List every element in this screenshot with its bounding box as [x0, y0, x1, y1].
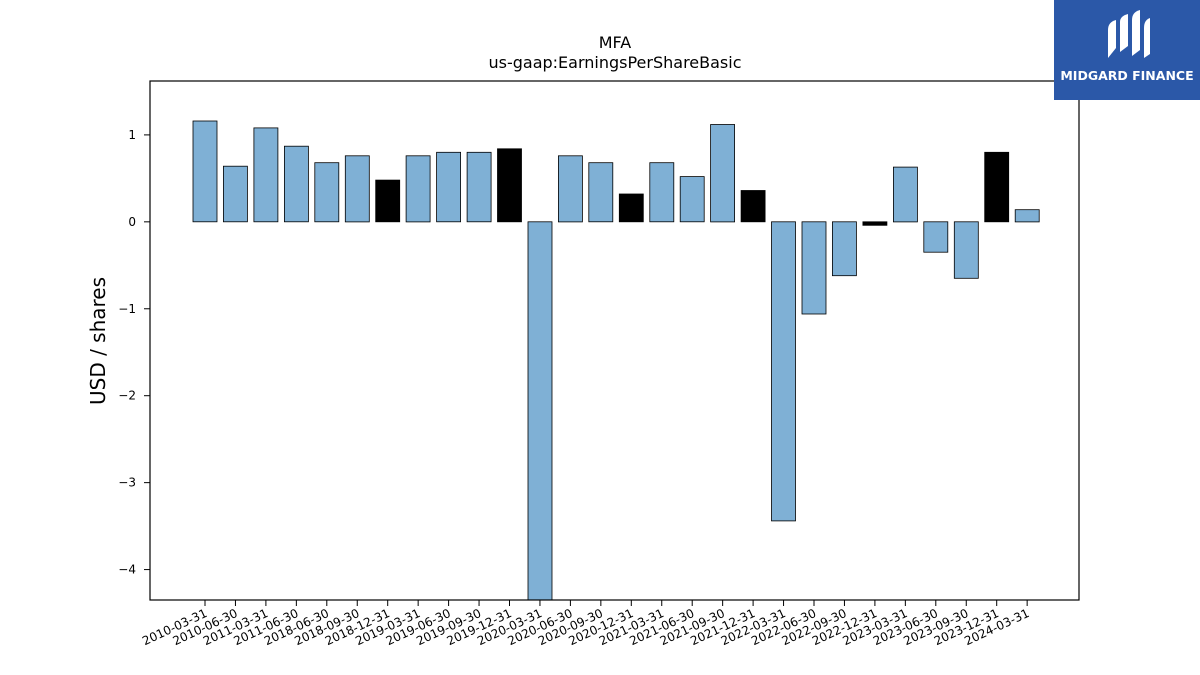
bar-2023-09-30 — [953, 221, 979, 279]
bar-2019-03-31 — [405, 155, 431, 223]
bar-2022-06-30 — [801, 221, 827, 315]
bars — [192, 120, 1040, 601]
bar-2019-12-31 — [497, 148, 522, 223]
bar-2021-12-31 — [740, 190, 766, 223]
y-tick-label: −2 — [118, 389, 136, 403]
bar-2018-06-30 — [314, 162, 340, 223]
y-axis: 1 0 −1 −2 −3 −4 — [118, 128, 150, 577]
brand-logo: MIDGARD FINANCE — [1054, 0, 1200, 100]
bar-2018-12-31 — [375, 179, 401, 223]
bar-2020-09-30 — [588, 162, 614, 223]
y-tick-label: 0 — [128, 215, 136, 229]
plot-frame — [149, 80, 1080, 601]
bar-2020-06-30 — [558, 155, 583, 223]
y-tick-label: −4 — [118, 563, 136, 577]
bar-2023-12-31 — [984, 151, 1010, 223]
y-tick-label: 1 — [128, 128, 136, 142]
y-tick-label: −1 — [118, 302, 136, 316]
bar-2010-03-31 — [192, 120, 218, 223]
bar-2023-06-30 — [923, 221, 949, 253]
bar-2021-06-30 — [679, 176, 705, 223]
chart-title: MFA — [599, 33, 632, 52]
bar-2011-03-31 — [253, 127, 279, 223]
chart-subtitle: us-gaap:EarningsPerShareBasic — [488, 53, 741, 72]
bar-2020-12-31 — [618, 193, 644, 223]
bar-2022-09-30 — [832, 221, 857, 277]
bar-2023-03-31 — [893, 166, 918, 223]
bar-2010-06-30 — [222, 165, 248, 223]
bar-2024-03-31 — [1014, 209, 1040, 223]
midgard-logo-icon — [1108, 10, 1150, 58]
bar-2019-06-30 — [436, 151, 462, 223]
x-axis: 2010-03-312010-06-302011-03-312011-06-30… — [140, 600, 1031, 648]
bar-2018-09-30 — [344, 155, 370, 223]
y-tick-label: −3 — [118, 476, 136, 490]
logo-text: MIDGARD FINANCE — [1060, 68, 1194, 83]
bar-2022-12-31 — [862, 221, 888, 226]
bar-2022-03-31 — [771, 221, 796, 522]
bar-2011-06-30 — [283, 145, 309, 223]
bar-2020-03-31 — [527, 221, 553, 601]
bar-2019-09-30 — [466, 151, 492, 223]
bar-2021-09-30 — [710, 124, 735, 223]
y-axis-label: USD / shares — [86, 277, 110, 405]
bar-2021-03-31 — [649, 162, 675, 223]
